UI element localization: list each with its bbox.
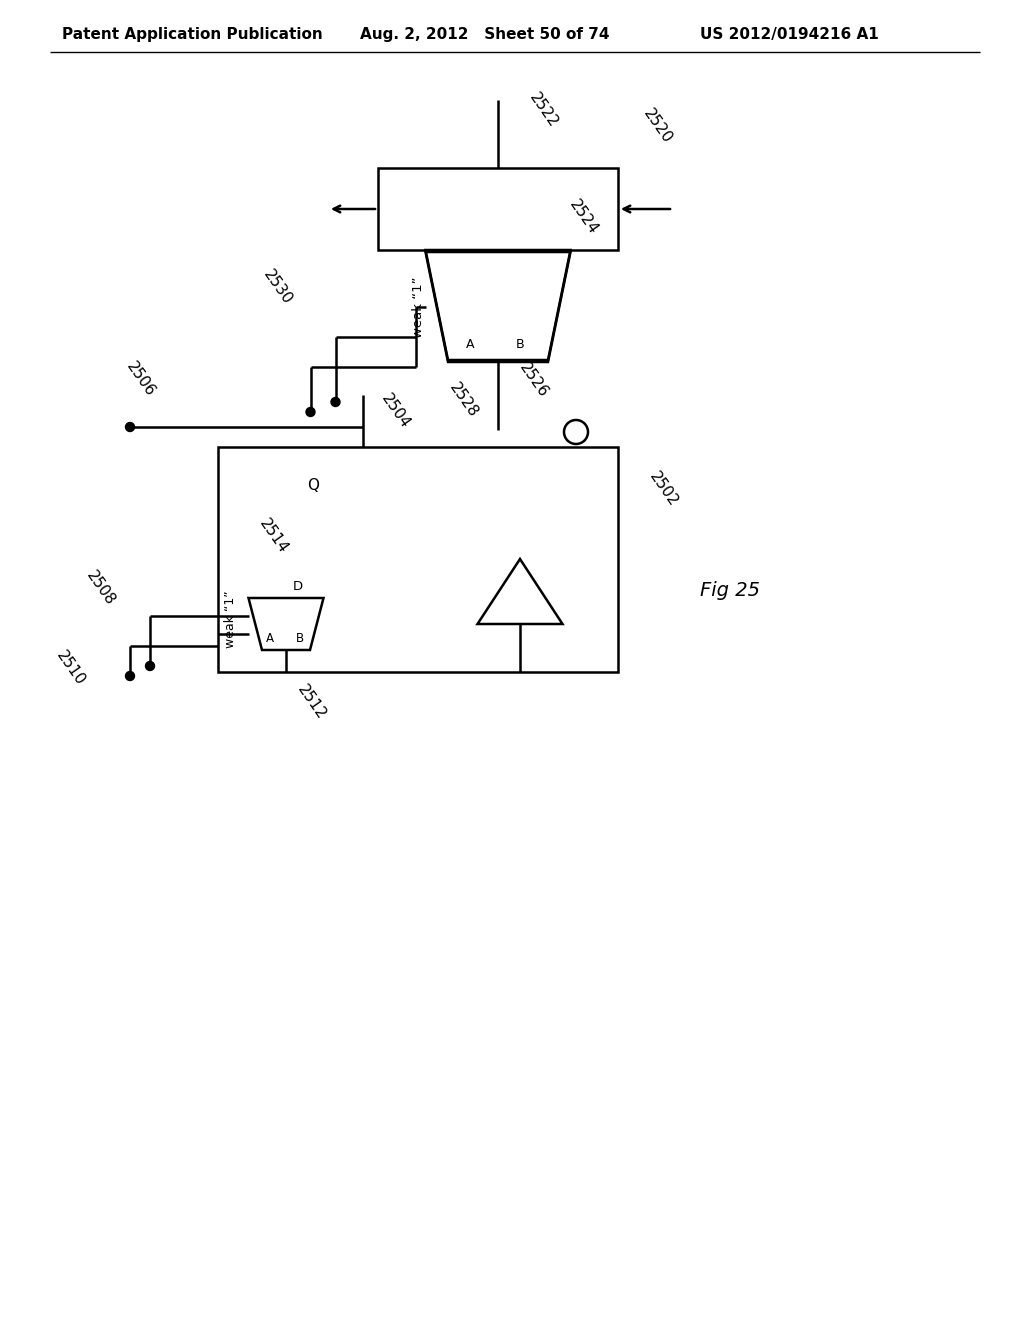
Text: weak “1”: weak “1” (412, 276, 425, 338)
Text: Fig 25: Fig 25 (700, 581, 760, 599)
Text: 2524: 2524 (566, 197, 600, 238)
Text: Q: Q (307, 478, 319, 492)
Circle shape (145, 661, 155, 671)
Text: B: B (516, 338, 524, 351)
Text: 2530: 2530 (260, 267, 295, 308)
Circle shape (126, 422, 134, 432)
Text: 2526: 2526 (516, 360, 551, 400)
Text: 2512: 2512 (294, 682, 329, 722)
Text: Patent Application Publication: Patent Application Publication (62, 28, 323, 42)
Text: 2522: 2522 (526, 90, 560, 129)
Bar (218, 447, 618, 672)
Text: D: D (293, 579, 303, 593)
Circle shape (331, 397, 340, 407)
Text: 2508: 2508 (83, 568, 118, 609)
Text: US 2012/0194216 A1: US 2012/0194216 A1 (700, 28, 879, 42)
Text: A: A (466, 338, 474, 351)
Text: 2514: 2514 (256, 516, 291, 556)
Text: weak “1”: weak “1” (224, 590, 238, 648)
Text: 2502: 2502 (646, 469, 680, 510)
Circle shape (306, 408, 315, 417)
Text: 2504: 2504 (378, 391, 413, 432)
Text: B: B (296, 631, 304, 644)
Circle shape (126, 672, 134, 681)
Text: 2520: 2520 (640, 106, 675, 147)
Text: 2528: 2528 (446, 380, 480, 420)
Text: 2510: 2510 (53, 648, 87, 688)
Bar (378, 168, 618, 249)
Text: A: A (266, 631, 274, 644)
Text: Aug. 2, 2012   Sheet 50 of 74: Aug. 2, 2012 Sheet 50 of 74 (360, 28, 609, 42)
Text: 2506: 2506 (123, 359, 158, 399)
